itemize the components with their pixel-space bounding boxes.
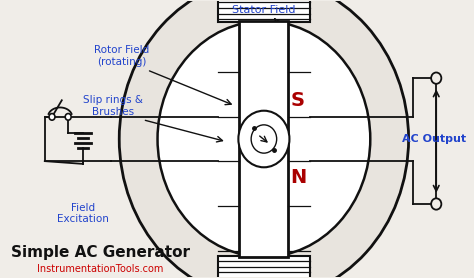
Text: InstrumentationTools.com: InstrumentationTools.com	[37, 264, 163, 274]
Text: AC Output: AC Output	[402, 134, 466, 144]
Ellipse shape	[119, 0, 409, 278]
Ellipse shape	[157, 21, 370, 257]
Text: Simple AC Generator: Simple AC Generator	[10, 245, 190, 260]
Ellipse shape	[431, 73, 441, 84]
Ellipse shape	[65, 114, 71, 120]
Ellipse shape	[49, 114, 55, 120]
Bar	[218, 255, 310, 278]
Text: S: S	[291, 91, 305, 110]
Text: Rotor Field
(rotating): Rotor Field (rotating)	[94, 45, 149, 67]
Text: Field
Excitation: Field Excitation	[57, 203, 109, 224]
Text: Slip rings &
Brushes: Slip rings & Brushes	[83, 95, 143, 116]
Ellipse shape	[431, 198, 441, 210]
Text: Stator Field: Stator Field	[232, 5, 296, 15]
Text: N: N	[290, 168, 306, 187]
Bar	[239, 21, 288, 257]
Ellipse shape	[238, 111, 290, 167]
Bar	[218, 0, 310, 23]
